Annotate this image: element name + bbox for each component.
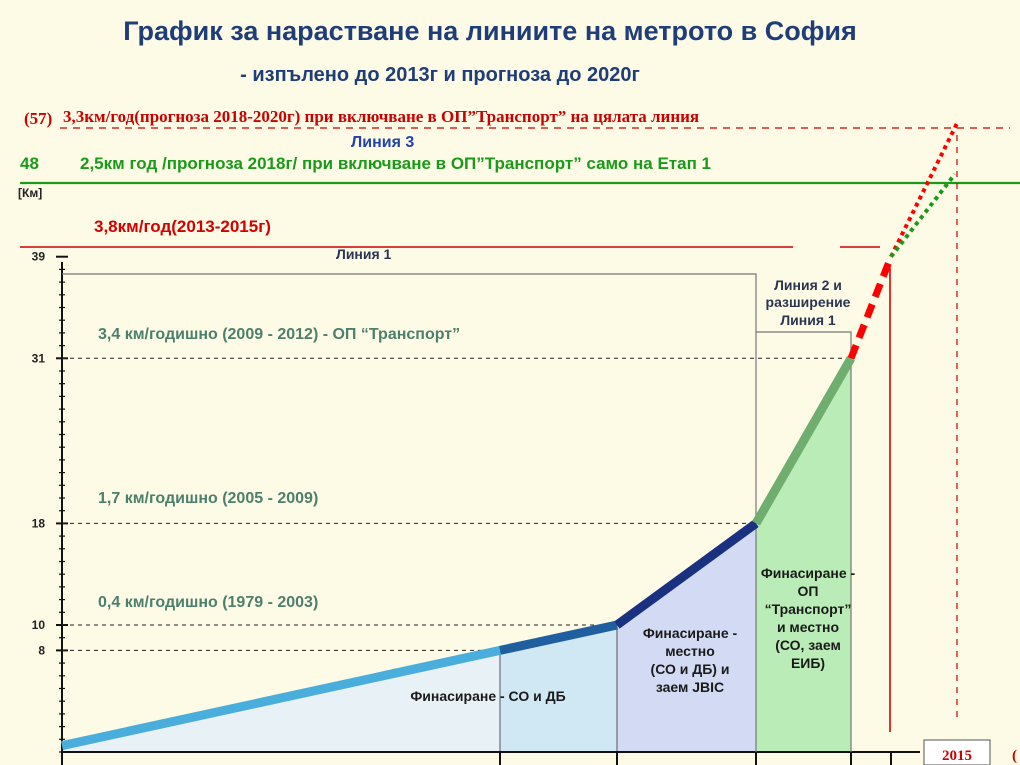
series-line-3 [614,519,759,629]
financing-region-3 [617,523,756,752]
series-line-7 [889,172,957,258]
financing-region-2 [500,625,617,752]
series-line-2 [499,620,618,655]
series-line-6 [889,122,959,258]
green-value-label: 48 [20,154,39,173]
y-tick-label-18: 18 [32,516,46,530]
chart-title: График за нарастване на линиите на метро… [123,16,857,46]
red-top-annotation: 3,3км/год(прогноза 2018-2020г) при включ… [63,107,699,126]
line2-ext-label-2: разширение [766,294,851,310]
financing-label-1: Финасиране - СО и ДБ [410,688,565,704]
red-top-prefix: (57) [24,109,52,128]
line2-ext-label-3: Линия 1 [780,312,836,328]
red-rate-annotation: 3,8км/год(2013-2015г) [94,217,271,236]
financing-label-3b: ОП [798,583,819,599]
financing-label-2b: местно [665,643,715,659]
y-tick-label-10: 10 [32,618,46,632]
rate-label-2009-2012: 3,4 км/годишно (2009 - 2012) - ОП “Транс… [98,326,460,343]
line1-label: Линия 1 [336,246,392,262]
y-tick-label-31: 31 [32,351,46,365]
x-ticks [61,752,892,765]
financing-label-3d: и местно [777,619,839,635]
financing-label-2c: (СО и ДБ) и [651,661,730,677]
y-tick-label-39: 39 [32,250,46,264]
rate-label-2005-2009: 1,7 км/годишно (2005 - 2009) [98,490,318,507]
year-box [923,739,991,765]
chart-subtitle: - изпълено до 2013г и прогноза до 2020г [240,64,640,86]
green-annotation: 2,5км год /прогноза 2018г/ при включване… [80,154,711,173]
line2-bracket [756,331,852,752]
chart-series [61,122,959,751]
financing-label-3c: “Транспорт” [765,601,852,617]
year-label: 2015 [942,748,972,764]
guide-lines [62,357,851,651]
financing-label-3f: ЕИБ) [791,655,825,671]
y-axis-unit: [Км] [18,186,42,200]
rate-label-1979-2003: 0,4 км/годишно (1979 - 2003) [98,594,318,611]
series-line-1 [61,646,501,751]
line2-ext-label-1: Линия 2 и [774,277,842,293]
y-tick-label-8: 8 [38,643,45,657]
financing-label-2d: заем JBIC [656,679,724,695]
financing-label-3a: Финасиране - [761,565,856,581]
financing-region-4 [756,358,851,752]
line1-bracket [62,273,757,752]
partial-year-label: ( [1012,748,1017,764]
financing-label-3e: (СО, заем [775,637,841,653]
financing-label-2a: Финасиране - [643,625,738,641]
series-line-4 [752,356,855,526]
series-line-5 [847,255,895,360]
y-tick-labels: 8 10 18 31 39 [32,250,46,658]
line3-label: Линия 3 [351,134,414,151]
